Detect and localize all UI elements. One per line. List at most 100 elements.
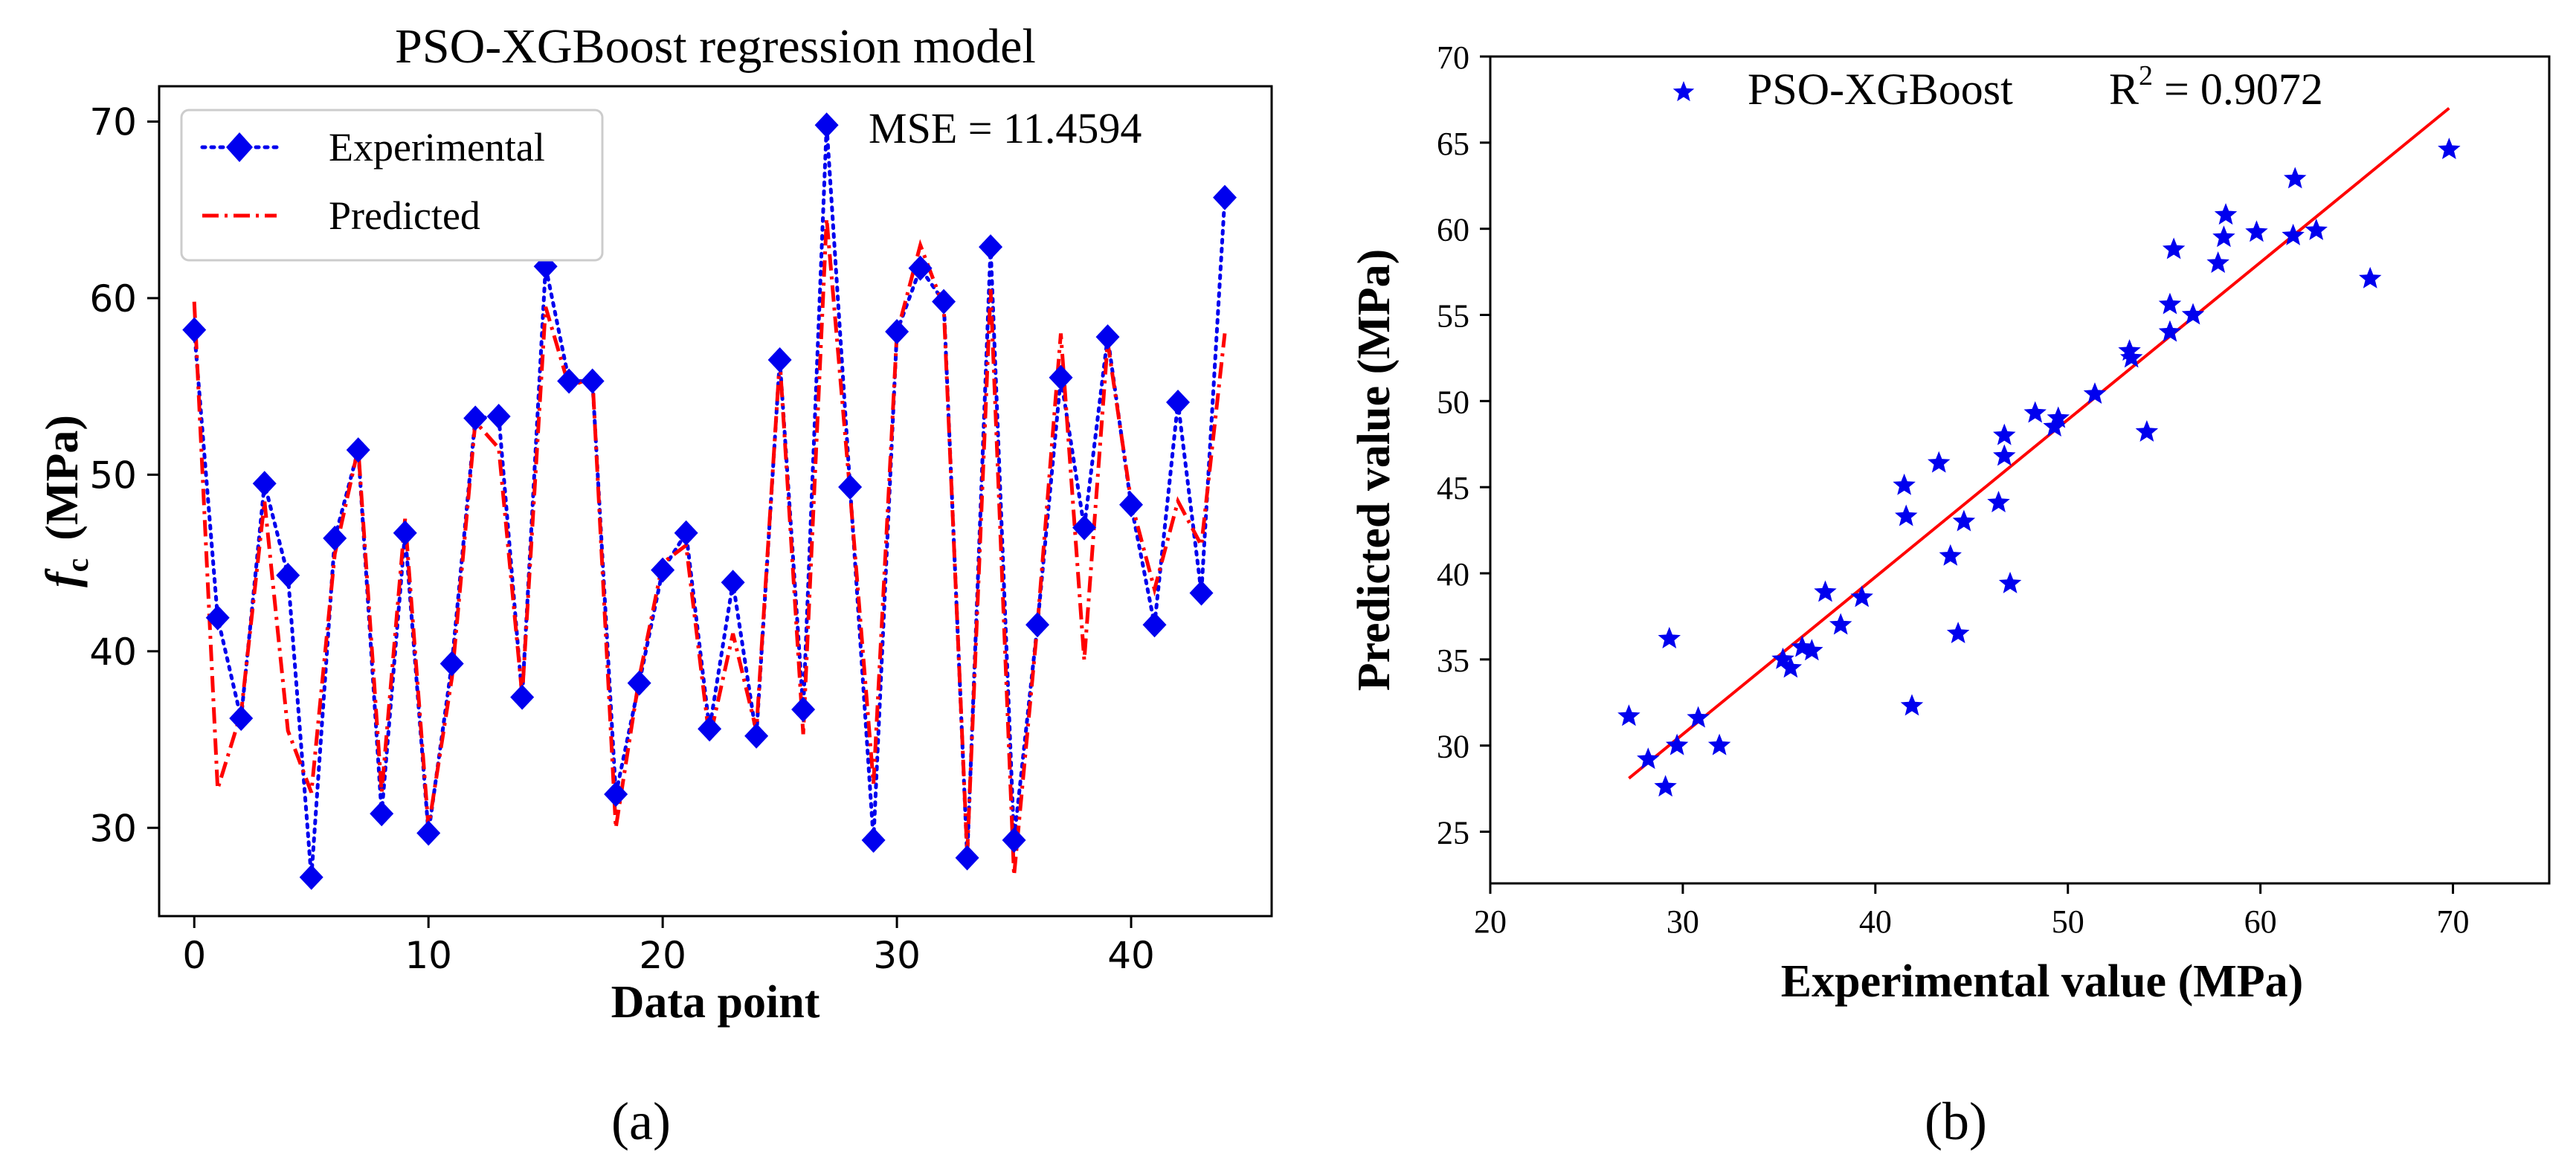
chart-a-series: [182, 112, 1237, 890]
experimental-point: [744, 723, 769, 749]
scatter-point: [2206, 251, 2229, 273]
experimental-point: [1166, 390, 1191, 416]
experimental-point: [908, 255, 933, 281]
chart-a-legend: Experimental Predicted: [180, 109, 604, 262]
scatter-point: [2359, 266, 2382, 289]
r2-symbol: R: [2109, 65, 2139, 114]
experimental-point: [439, 651, 464, 677]
experimental-point: [698, 716, 722, 742]
experimental-point: [229, 706, 254, 732]
experimental-point: [416, 820, 441, 846]
scatter-point: [1658, 627, 1681, 648]
chart-a-ticks: 0 10 20 30 40 30 40 50 60 70: [89, 100, 1154, 977]
experimental-point: [604, 782, 628, 808]
experimental-point: [346, 437, 370, 463]
experimental-point: [674, 520, 698, 546]
chart-a-ylabel-unit: (MPa): [37, 415, 88, 541]
chart-a-xtick-label: 40: [1107, 934, 1155, 977]
scatter-point: [1850, 585, 1873, 608]
chart-a-xtick-label: 10: [405, 934, 452, 977]
chart-b-ytick-label: 30: [1437, 729, 1469, 765]
scatter-point: [2245, 220, 2268, 242]
legend-predicted-label: Predicted: [329, 193, 480, 238]
chart-a-xtick-label: 30: [873, 934, 921, 977]
chart-a-ytick-label: 70: [89, 100, 137, 144]
chart-b-ytick-label: 70: [1437, 39, 1469, 76]
scatter-point: [2214, 203, 2238, 225]
scatter-point: [1993, 444, 2016, 466]
scatter-point: [1665, 733, 1689, 755]
experimental-point: [721, 570, 745, 596]
experimental-point: [1049, 364, 1073, 390]
scatter-point: [2023, 401, 2047, 423]
scatter-point: [1946, 622, 1970, 644]
chart-a-ytick-label: 30: [89, 807, 137, 850]
experimental-point: [1095, 324, 1120, 350]
experimental-point: [1025, 612, 1050, 638]
r2-value: = 0.9072: [2153, 65, 2323, 114]
experimental-point: [861, 827, 886, 853]
chart-b-fit-line: [1628, 106, 2450, 780]
experimental-point: [557, 368, 582, 394]
scatter-point: [2212, 225, 2235, 248]
scatter-point: [1939, 544, 1962, 566]
chart-b-ytick-label: 55: [1437, 298, 1469, 335]
experimental-point: [370, 801, 394, 827]
experimental-point: [1213, 184, 1237, 210]
scatter-point: [2118, 339, 2141, 361]
experimental-point: [276, 562, 300, 588]
scatter-point: [1687, 706, 1710, 728]
panel-b: 20 30 40 50 60 70 25 30 35 40 45 50 55 60 65 70 PSO-XGB…: [1349, 39, 2551, 1151]
chart-b-xlabel: Experimental value (MPa): [1781, 956, 2304, 1007]
chart-b-ytick-label: 25: [1437, 815, 1469, 851]
experimental-point: [838, 474, 863, 500]
chart-a-mse-annotation: MSE = 11.4594: [869, 104, 1142, 152]
scatter-point: [2162, 237, 2186, 260]
chart-a-ytick-label: 40: [89, 631, 137, 674]
chart-b-ticks: 20 30 40 50 60 70 25 30 35 40 45 50 55 60 65 70: [1437, 39, 2470, 940]
scatter-point: [2181, 303, 2205, 325]
chart-b-xtick-label: 40: [1859, 903, 1892, 940]
experimental-point: [1142, 612, 1167, 638]
chart-a-ylabel-subscript: c: [61, 558, 95, 573]
scatter-point: [2158, 292, 2182, 315]
experimental-point: [1119, 492, 1144, 518]
chart-b-ytick-label: 35: [1437, 642, 1469, 679]
experimental-point: [955, 845, 979, 871]
legend-experimental-label: Experimental: [329, 125, 545, 170]
experimental-point: [299, 864, 323, 890]
experimental-point: [580, 368, 605, 394]
chart-b-ytick-label: 50: [1437, 384, 1469, 420]
experimental-point: [1189, 580, 1214, 606]
chart-b-xtick-label: 30: [1667, 903, 1699, 940]
panel-a: PSO-XGBoost regression model 0 10 20 30 40 30…: [37, 19, 1273, 1151]
experimental-point: [767, 347, 792, 373]
chart-a-xlabel: Data point: [611, 977, 820, 1028]
series-experimental-line: [192, 125, 1227, 877]
experimental-point: [182, 317, 207, 343]
legend-scatter-marker: [1672, 81, 1695, 102]
experimental-point: [393, 520, 417, 546]
scatter-point: [1987, 491, 2010, 512]
scatter-point: [1814, 580, 1837, 602]
scatter-point: [2284, 167, 2307, 189]
experimental-point: [205, 605, 230, 631]
chart-b-xtick-label: 70: [2437, 903, 2470, 940]
experimental-point: [510, 684, 535, 710]
scatter-point: [1928, 451, 1951, 473]
chart-a-xtick-label: 20: [639, 934, 686, 977]
experimental-point: [486, 404, 511, 430]
chart-b-ytick-label: 65: [1437, 126, 1469, 162]
experimental-point: [627, 670, 651, 696]
chart-a-ytick-label: 60: [89, 277, 137, 320]
experimental-point: [651, 557, 675, 583]
chart-b-xtick-label: 20: [1474, 903, 1507, 940]
chart-a-title: PSO-XGBoost regression model: [395, 19, 1036, 74]
experimental-point: [979, 234, 1003, 260]
r2-superscript: 2: [2139, 60, 2153, 91]
scatter-point: [2135, 420, 2159, 442]
scatter-point: [1617, 704, 1640, 726]
chart-b-legend: PSO-XGBoost R2 = 0.9072: [1672, 60, 2323, 114]
chart-b-ytick-label: 60: [1437, 212, 1469, 248]
